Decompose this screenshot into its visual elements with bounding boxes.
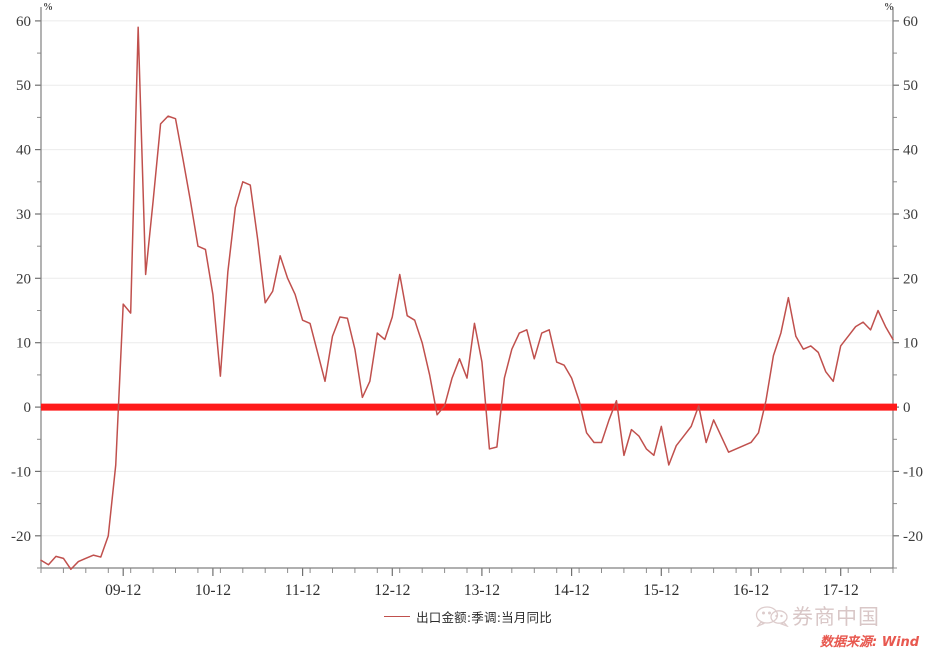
svg-text:10: 10	[16, 336, 31, 352]
svg-text:-10: -10	[11, 464, 31, 480]
legend-color-swatch	[384, 616, 411, 617]
svg-text:13-12: 13-12	[464, 582, 500, 599]
svg-text:40: 40	[16, 143, 31, 159]
right-axis-unit-label: %	[884, 2, 894, 13]
right-axis-major-ticks	[893, 20, 899, 537]
legend-series-label: 出口金额:季调:当月同比	[416, 610, 552, 625]
gridlines	[41, 20, 893, 537]
svg-text:-20: -20	[903, 529, 923, 545]
x-axis-minor-ticks	[40, 568, 894, 573]
right-axis-minor-ticks	[893, 52, 897, 569]
svg-text:0: 0	[903, 400, 911, 416]
svg-text:11-12: 11-12	[285, 582, 321, 599]
chart-legend: 出口金额:季调:当月同比	[0, 607, 936, 626]
svg-text:0: 0	[24, 400, 32, 416]
left-axis-major-ticks	[35, 20, 41, 537]
svg-text:50: 50	[16, 78, 31, 94]
svg-text:60: 60	[903, 14, 918, 30]
right-axis-tick-labels: -20 -10 0 10 20 30 40 50 60	[903, 14, 923, 545]
svg-text:09-12: 09-12	[105, 582, 141, 599]
svg-text:50: 50	[903, 78, 918, 94]
svg-text:16-12: 16-12	[733, 582, 769, 599]
x-axis-major-ticks	[122, 568, 842, 576]
svg-text:17-12: 17-12	[823, 582, 859, 599]
left-axis-unit-label: %	[43, 2, 53, 13]
svg-text:60: 60	[16, 14, 31, 30]
svg-text:10: 10	[903, 336, 918, 352]
svg-text:12-12: 12-12	[374, 582, 410, 599]
svg-text:14-12: 14-12	[554, 582, 590, 599]
left-axis-tick-labels: -20 -10 0 10 20 30 40 50 60	[11, 14, 31, 545]
svg-text:30: 30	[16, 207, 31, 223]
svg-text:20: 20	[16, 271, 31, 287]
svg-text:20: 20	[903, 271, 918, 287]
svg-text:10-12: 10-12	[195, 582, 231, 599]
svg-text:-20: -20	[11, 529, 31, 545]
svg-text:30: 30	[903, 207, 918, 223]
svg-text:15-12: 15-12	[643, 582, 679, 599]
left-axis-minor-ticks	[37, 52, 41, 569]
svg-text:-10: -10	[903, 464, 923, 480]
series-line-export-yoy	[40, 26, 894, 571]
x-axis-tick-labels: 09-12 10-12 11-12 12-12 13-12 14-12 15-12 16-12…	[105, 582, 859, 599]
svg-text:40: 40	[903, 143, 918, 159]
